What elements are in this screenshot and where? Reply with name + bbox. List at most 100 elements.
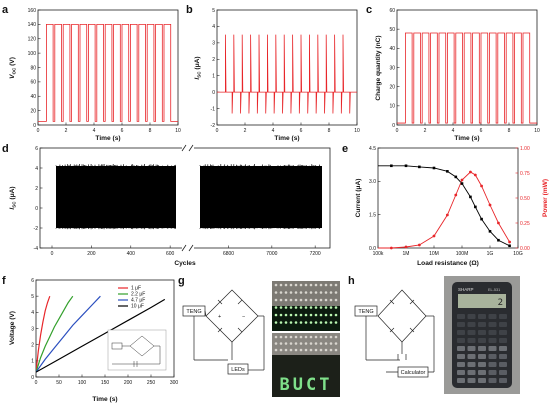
calculator-key xyxy=(478,322,486,327)
led xyxy=(304,306,308,309)
calculator-key xyxy=(499,330,507,335)
calculator-key xyxy=(467,378,476,383)
y-axis-label-c: Charge quantity (nC) xyxy=(375,35,382,100)
led xyxy=(334,321,338,324)
led xyxy=(329,283,333,287)
calculator-keypad xyxy=(457,314,507,383)
led xyxy=(309,321,313,324)
led xyxy=(309,291,313,294)
x-tick-label: 10 xyxy=(534,128,540,134)
led xyxy=(329,321,333,324)
x-tick-label: 4 xyxy=(93,128,96,134)
y-tick-label: 60 xyxy=(30,80,36,86)
current-fit-curve xyxy=(378,165,510,247)
calculator-key xyxy=(488,322,497,327)
axis-ticks-e: 100k 1M 10M 100M 1G 10G 0.0 1.5 3.0 4.5 0.00 0.25 0.… xyxy=(369,146,530,257)
led xyxy=(309,342,313,345)
bridge-circuit-h xyxy=(354,289,435,378)
led xyxy=(314,342,318,345)
y-tick-label-left: 3.0 xyxy=(369,179,376,185)
x-tick-label: 2 xyxy=(244,128,247,134)
power-point xyxy=(508,240,511,244)
calculator-key xyxy=(457,322,465,327)
y-tick-label: -2 xyxy=(34,226,39,232)
power-point xyxy=(445,213,449,217)
calculator-key xyxy=(499,354,507,359)
led xyxy=(334,283,338,287)
panel-d: d -4 -2 0 2 4 6 0 200 400 600 6800 7000 7200 ISC (μA… xyxy=(2,143,331,267)
x-tick-label: 1G xyxy=(487,251,494,257)
led xyxy=(324,335,328,339)
power-point xyxy=(488,203,492,207)
calculator-key xyxy=(499,338,507,343)
led xyxy=(334,335,338,339)
y-axis-label-f: Voltage (V) xyxy=(9,311,16,345)
led xyxy=(314,313,318,317)
led xyxy=(319,313,323,317)
inset-circuit-f xyxy=(107,329,167,371)
led xyxy=(294,306,298,309)
power-point xyxy=(480,184,483,188)
y-tick-label: 4 xyxy=(35,166,38,172)
led xyxy=(299,348,303,352)
led xyxy=(289,348,293,352)
led xyxy=(334,342,338,345)
y-tick-label: 6 xyxy=(35,146,38,152)
y-tick-label: 0 xyxy=(392,123,395,129)
led xyxy=(274,313,278,317)
calculator-key xyxy=(478,330,486,335)
led xyxy=(289,298,293,302)
led xyxy=(299,342,303,345)
y-tick-label: 20 xyxy=(30,108,36,114)
led xyxy=(279,313,283,317)
calculator-key xyxy=(488,354,497,359)
power-point xyxy=(497,221,500,225)
y-tick-label: 50 xyxy=(389,27,395,33)
y-tick-label: 40 xyxy=(30,94,36,100)
led xyxy=(304,283,308,287)
power-point xyxy=(404,245,408,249)
dense-signal-right xyxy=(200,166,322,228)
led xyxy=(279,335,283,339)
y-tick-label: 4 xyxy=(212,24,215,30)
x-tick-label: 6 xyxy=(480,128,483,134)
panel-label-a: a xyxy=(2,4,9,16)
led xyxy=(324,342,328,345)
y-tick-label: 120 xyxy=(28,37,37,43)
y-tick-label: 1 xyxy=(212,74,215,80)
led xyxy=(319,306,323,309)
calculator-key xyxy=(488,314,497,319)
x-tick-label: 1M xyxy=(403,251,410,257)
led xyxy=(279,298,283,302)
led xyxy=(294,321,298,324)
led xyxy=(274,321,278,324)
calculator-label: Calculator xyxy=(401,370,426,376)
calculator-key xyxy=(488,378,497,383)
led xyxy=(314,321,318,324)
led xyxy=(334,313,338,317)
current-point xyxy=(454,175,458,179)
charge-trace xyxy=(397,32,537,124)
panel-g: g TENG LEDs + − BUCT xyxy=(178,275,340,397)
axis-ticks-f: 0 50 100 150 200 250 300 0 1 2 3 4 5 6 xyxy=(31,278,178,386)
calculator-key xyxy=(457,370,465,375)
led xyxy=(334,291,338,294)
panel-c: c 0 2 4 6 8 10 0 10 20 30 40 50 60 Charge quantity (… xyxy=(366,4,540,142)
calculator-key xyxy=(467,362,476,367)
current-point xyxy=(488,230,492,233)
y-tick-label-left: 1.5 xyxy=(369,212,376,218)
panel-label-e: e xyxy=(342,143,348,155)
x-tick-label: 0 xyxy=(37,128,40,134)
y-tick-label: 60 xyxy=(389,8,395,14)
led xyxy=(329,348,333,352)
y-tick-label: 4 xyxy=(31,310,34,316)
y-axis-label-a: VOC (V) xyxy=(9,57,17,79)
led xyxy=(309,283,313,287)
led xyxy=(314,291,318,294)
led xyxy=(334,348,338,352)
y-axis-label-b: ISC (μA) xyxy=(194,56,202,79)
power-point xyxy=(454,193,458,197)
bridge-circuit-g xyxy=(182,289,265,375)
led xyxy=(304,298,308,302)
led xyxy=(299,313,303,317)
